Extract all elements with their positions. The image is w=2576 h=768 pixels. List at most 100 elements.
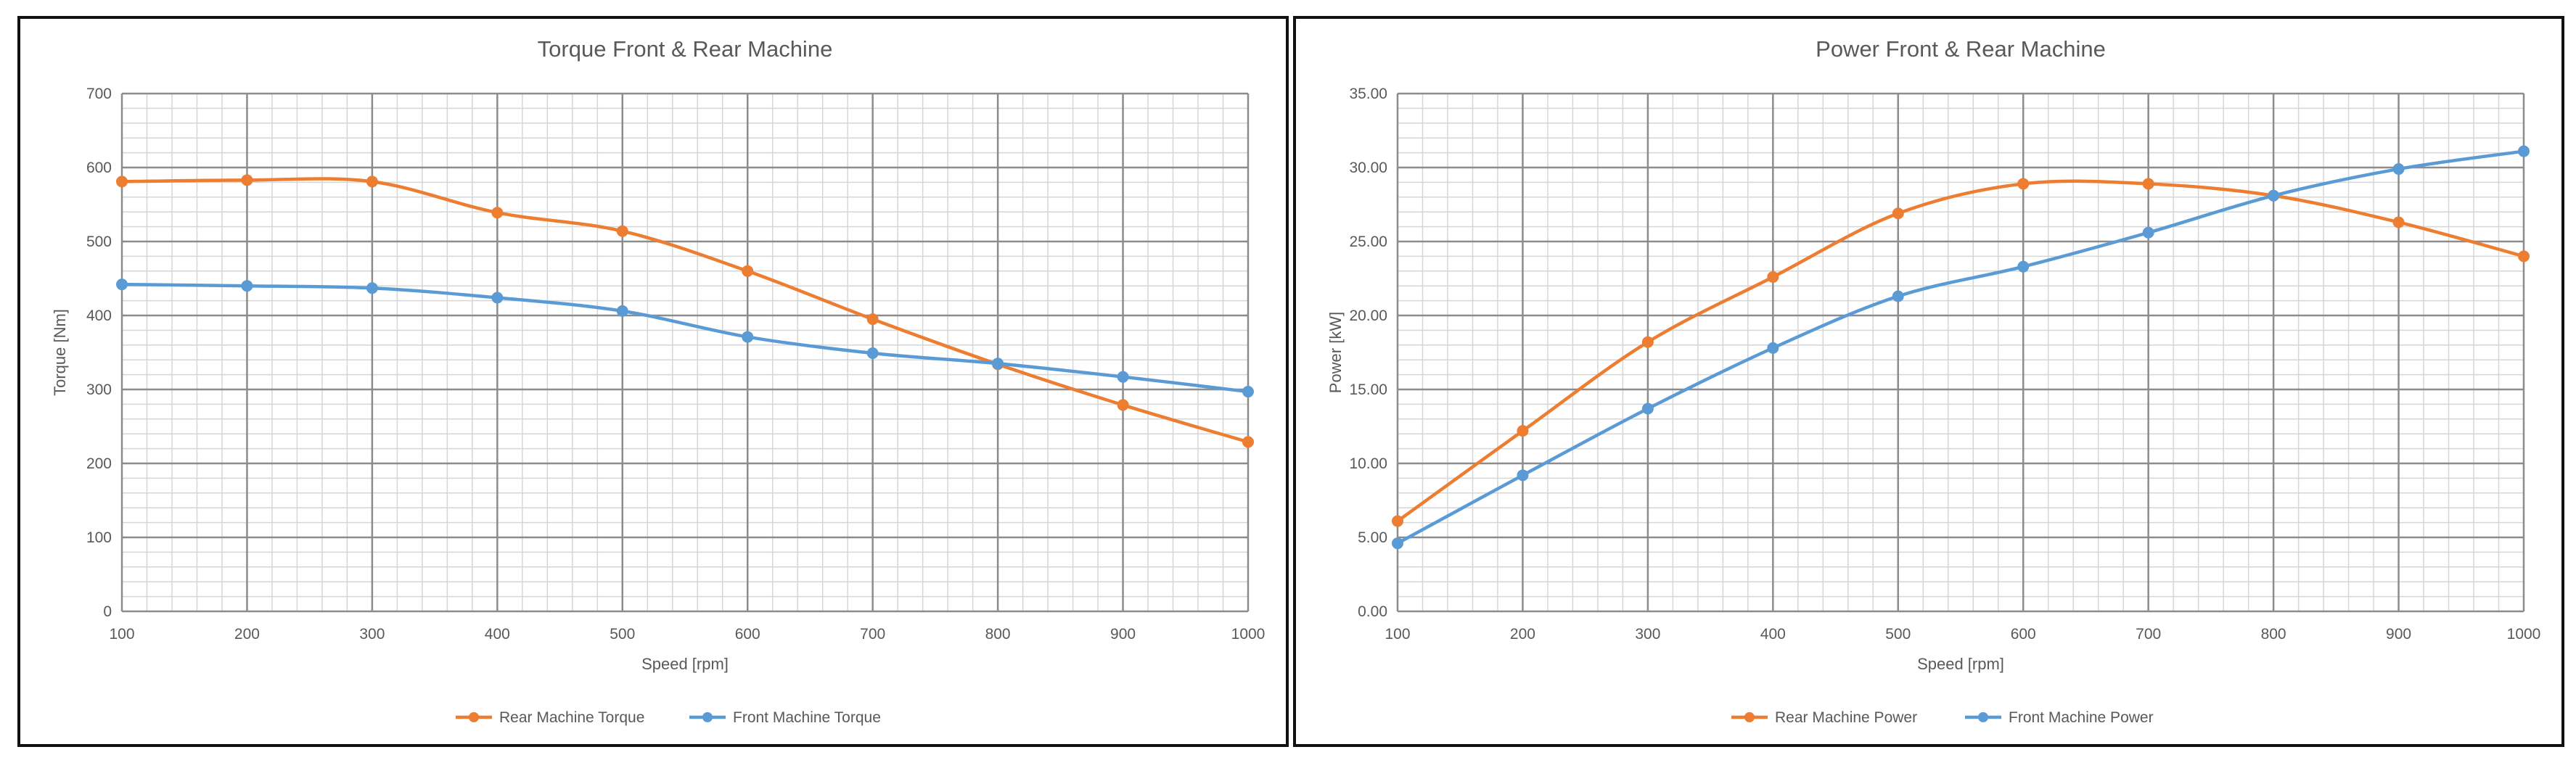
power-x-tick-label: 300 [1635, 626, 1660, 643]
front-machine-torque-point [992, 358, 1004, 370]
rear-machine-power-point [1892, 207, 1904, 220]
rear-machine-torque-legend-label: Rear Machine Torque [499, 709, 644, 726]
rear-machine-torque-line [120, 177, 1250, 444]
torque-y-tick-label: 200 [86, 455, 112, 472]
power-x-axis-label: Speed [rpm] [1917, 655, 2004, 673]
front-machine-torque-legend-marker [702, 712, 713, 722]
power-y-tick-label: 15.00 [1349, 381, 1387, 398]
torque-y-tick-label: 300 [86, 381, 112, 398]
power-y-tick-label: 5.00 [1358, 529, 1387, 546]
front-machine-torque-point [1117, 371, 1129, 383]
front-machine-power-point [1767, 342, 1779, 354]
torque-x-axis-label: Speed [rpm] [641, 655, 729, 673]
power-x-tick-label: 500 [1885, 626, 1911, 643]
front-machine-power-legend-item: Front Machine Power [1965, 709, 2154, 726]
power-x-tick-label: 400 [1760, 626, 1786, 643]
power-x-tick-label: 700 [2136, 626, 2161, 643]
torque-x-tick-label: 400 [485, 626, 510, 643]
power-x-tick-label: 100 [1385, 626, 1410, 643]
power-x-tick-label: 800 [2261, 626, 2286, 643]
rear-machine-power-point [1517, 425, 1529, 437]
rear-machine-torque-point [366, 176, 378, 188]
front-machine-torque-point [742, 331, 754, 343]
rear-machine-power-line [1395, 179, 2526, 523]
torque-y-tick-label: 600 [86, 160, 112, 176]
rear-machine-power-point [2518, 250, 2530, 263]
rear-machine-power-point [1767, 271, 1779, 283]
torque-chart-panel: Torque Front & Rear Machine 0 100 200 300 400… [17, 16, 1289, 747]
torque-x-tick-label: 500 [610, 626, 635, 643]
torque-x-tick-label: 600 [735, 626, 760, 643]
torque-y-tick-label: 500 [86, 234, 112, 250]
torque-y-tick-label: 700 [86, 86, 112, 102]
front-machine-power-point [1392, 537, 1403, 550]
rear-machine-torque-point [1117, 399, 1129, 411]
torque-x-tick-label: 900 [1110, 626, 1136, 643]
rear-machine-torque-legend-item: Rear Machine Torque [456, 709, 644, 726]
torque-y-tick-label: 0 [103, 603, 112, 620]
front-machine-power-point [2017, 260, 2030, 273]
power-chart: Power Front & Rear Machine 0.00 5.00 10.00 1… [1326, 36, 2541, 726]
rear-machine-power-legend-item: Rear Machine Power [1731, 709, 1917, 726]
power-x-tick-label: 600 [2011, 626, 2036, 643]
rear-machine-torque-point [1242, 436, 1254, 448]
front-machine-torque-point [241, 280, 253, 292]
rear-machine-power-legend-marker [1744, 712, 1755, 722]
power-y-tick-label: 0.00 [1358, 603, 1387, 620]
front-machine-torque-point [366, 282, 378, 294]
torque-chart-title: Torque Front & Rear Machine [538, 36, 833, 62]
power-x-tick-label: 900 [2386, 626, 2411, 643]
torque-y-tick-label: 400 [86, 307, 112, 324]
front-machine-power-point [2518, 145, 2530, 157]
power-y-tick-label: 30.00 [1349, 160, 1387, 176]
front-machine-torque-legend-item: Front Machine Torque [689, 709, 881, 726]
front-machine-power-point [2142, 226, 2154, 239]
torque-x-tick-label: 100 [109, 626, 134, 643]
power-y-tick-label: 25.00 [1349, 234, 1387, 250]
torque-y-axis-label: Torque [Nm] [51, 309, 69, 396]
torque-chart: Torque Front & Rear Machine 0 100 200 300 400… [51, 36, 1266, 726]
rear-machine-power-point [2017, 178, 2030, 190]
front-machine-power-line [1395, 149, 2526, 545]
front-machine-torque-line [120, 282, 1250, 394]
power-y-tick-label: 20.00 [1349, 307, 1387, 324]
power-chart-panel: Power Front & Rear Machine 0.00 5.00 10.00 1… [1293, 16, 2564, 747]
front-machine-torque-point [1242, 386, 1254, 398]
front-machine-power-point [2392, 163, 2405, 176]
rear-machine-torque-point [616, 225, 628, 237]
front-machine-torque-point [491, 292, 504, 304]
front-machine-power-point [1517, 469, 1529, 482]
front-machine-torque-point [866, 347, 879, 360]
torque-y-tick-label: 100 [86, 529, 112, 546]
power-y-tick-label: 10.00 [1349, 455, 1387, 472]
power-y-axis-label: Power [kW] [1326, 312, 1345, 393]
power-chart-title: Power Front & Rear Machine [1816, 36, 2106, 62]
torque-x-tick-label: 700 [860, 626, 885, 643]
rear-machine-torque-point [241, 174, 253, 186]
torque-x-tick-label: 1000 [1231, 626, 1266, 643]
rear-machine-power-point [1641, 336, 1654, 348]
torque-x-tick-label: 300 [359, 626, 385, 643]
rear-machine-torque-legend-marker [469, 712, 479, 722]
torque-x-tick-label: 800 [985, 626, 1011, 643]
rear-machine-power-point [2142, 178, 2154, 190]
front-machine-torque-legend-label: Front Machine Torque [733, 709, 881, 726]
front-machine-power-legend-label: Front Machine Power [2009, 709, 2154, 726]
rear-machine-torque-point [116, 176, 128, 188]
torque-x-tick-label: 200 [234, 626, 260, 643]
power-x-tick-label: 1000 [2507, 626, 2541, 643]
rear-machine-torque-point [866, 313, 879, 326]
rear-machine-power-point [1392, 515, 1403, 527]
rear-machine-torque-point [491, 207, 504, 219]
front-machine-power-point [1641, 402, 1654, 415]
power-x-tick-label: 200 [1510, 626, 1535, 643]
front-machine-torque-point [116, 278, 128, 291]
front-machine-power-legend-marker [1978, 712, 1988, 722]
rear-machine-torque-point [742, 265, 754, 277]
front-machine-torque-point [616, 305, 628, 317]
rear-machine-power-point [2392, 216, 2405, 228]
front-machine-power-point [1892, 290, 1904, 302]
front-machine-power-point [2268, 189, 2280, 202]
rear-machine-power-legend-label: Rear Machine Power [1775, 709, 1917, 726]
power-y-tick-label: 35.00 [1349, 86, 1387, 102]
